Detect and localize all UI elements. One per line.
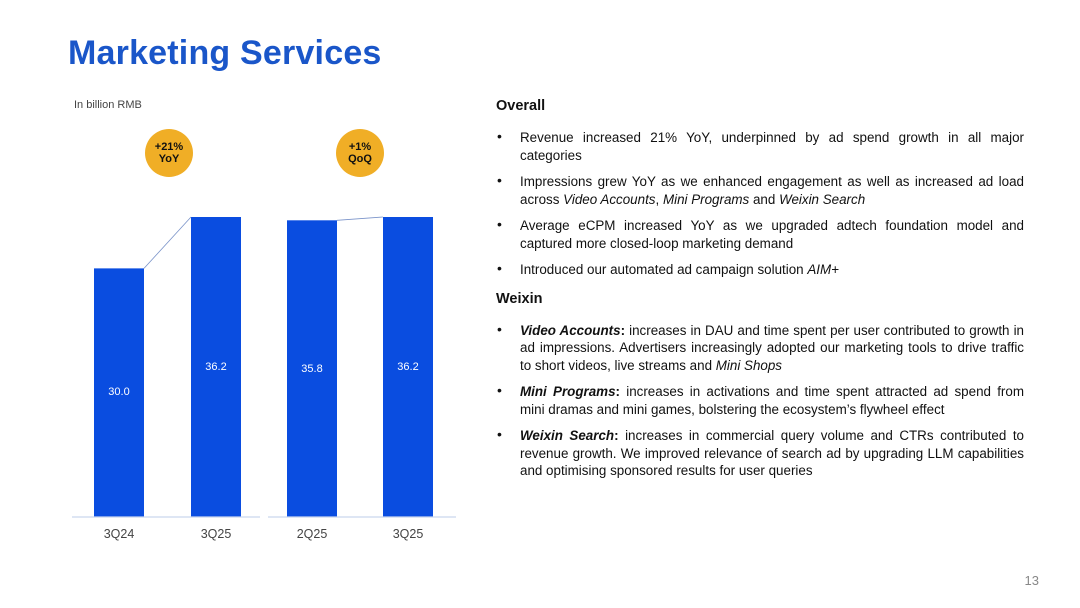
bar-3q24 xyxy=(94,268,144,517)
bullet-text: , xyxy=(655,191,663,207)
list-item: Video Accounts: increases in DAU and tim… xyxy=(496,321,1024,375)
bar-charts: 30.0 3Q24 36.2 3Q25 35.8 2Q25 36.2 3Q25 xyxy=(72,216,456,541)
list-item: Average eCPM increased YoY as we upgrade… xyxy=(496,216,1024,252)
page-title: Marketing Services xyxy=(68,34,382,72)
bullet-colon: : xyxy=(614,428,619,443)
data-label: 35.8 xyxy=(301,363,322,375)
bullet-text: Revenue increased 21% YoY, underpinned b… xyxy=(520,130,1024,163)
list-item: Mini Programs: increases in activations … xyxy=(496,382,1024,418)
data-label: 36.2 xyxy=(397,361,418,373)
bullet-label: Video Accounts xyxy=(520,322,621,338)
bullet-italic: AIM+ xyxy=(807,262,839,277)
x-tick-label: 2Q25 xyxy=(297,527,328,541)
bullet-text: increases in activations and time spent … xyxy=(520,384,1024,417)
x-tick-label: 3Q24 xyxy=(104,527,135,541)
bullet-text: Introduced our automated ad campaign sol… xyxy=(520,262,808,277)
bullet-text: increases in commercial query volume and… xyxy=(520,428,1024,478)
list-item: Weixin Search: increases in commercial q… xyxy=(496,426,1024,480)
weixin-list: Video Accounts: increases in DAU and tim… xyxy=(496,321,1024,480)
qoq-badge-label: QoQ xyxy=(348,153,372,165)
qoq-badge-value: +1% xyxy=(348,141,372,153)
list-item: Impressions grew YoY as we enhanced enga… xyxy=(496,172,1024,208)
yoy-badge: +21% YoY xyxy=(145,129,193,177)
x-tick-label: 3Q25 xyxy=(393,527,424,541)
list-item: Introduced our automated ad campaign sol… xyxy=(496,260,1024,279)
bullet-colon: : xyxy=(615,384,620,399)
bullet-text: increases in DAU and time spent per user… xyxy=(520,322,1024,373)
list-item: Revenue increased 21% YoY, underpinned b… xyxy=(496,128,1024,164)
overall-list: Revenue increased 21% YoY, underpinned b… xyxy=(496,128,1024,279)
weixin-heading: Weixin xyxy=(496,290,543,307)
bullet-italic: Video Accounts xyxy=(563,191,656,207)
commentary-panel: Overall Revenue increased 21% YoY, under… xyxy=(496,98,1024,492)
bullet-label: Mini Programs xyxy=(520,384,616,399)
bar-2q25 xyxy=(287,220,337,517)
overall-heading: Overall xyxy=(496,98,546,114)
page-number: 13 xyxy=(1024,573,1039,588)
bullet-italic: Mini Programs xyxy=(662,191,750,207)
data-label: 30.0 xyxy=(108,386,129,398)
qoq-badge: +1% QoQ xyxy=(336,129,384,177)
bullet-text: and xyxy=(749,191,780,207)
bullet-text: Average eCPM increased YoY as we upgrade… xyxy=(520,218,1024,251)
bullet-italic: Mini Shops xyxy=(715,357,782,373)
bullet-label: Weixin Search xyxy=(520,428,615,443)
bullet-colon: : xyxy=(620,322,626,338)
data-label: 36.2 xyxy=(205,361,226,373)
yoy-badge-value: +21% xyxy=(154,141,184,153)
bullet-text: Impressions grew YoY as we enhanced enga… xyxy=(520,174,1024,207)
bullet-italic: Weixin Search xyxy=(779,191,866,207)
bar-3q25 xyxy=(383,217,433,517)
yoy-badge-label: YoY xyxy=(158,153,180,165)
trend-connector xyxy=(336,216,384,221)
unit-label: In billion RMB xyxy=(74,99,142,111)
bar-3q25 xyxy=(191,217,241,517)
x-tick-label: 3Q25 xyxy=(201,527,232,541)
trend-connector xyxy=(143,216,192,269)
